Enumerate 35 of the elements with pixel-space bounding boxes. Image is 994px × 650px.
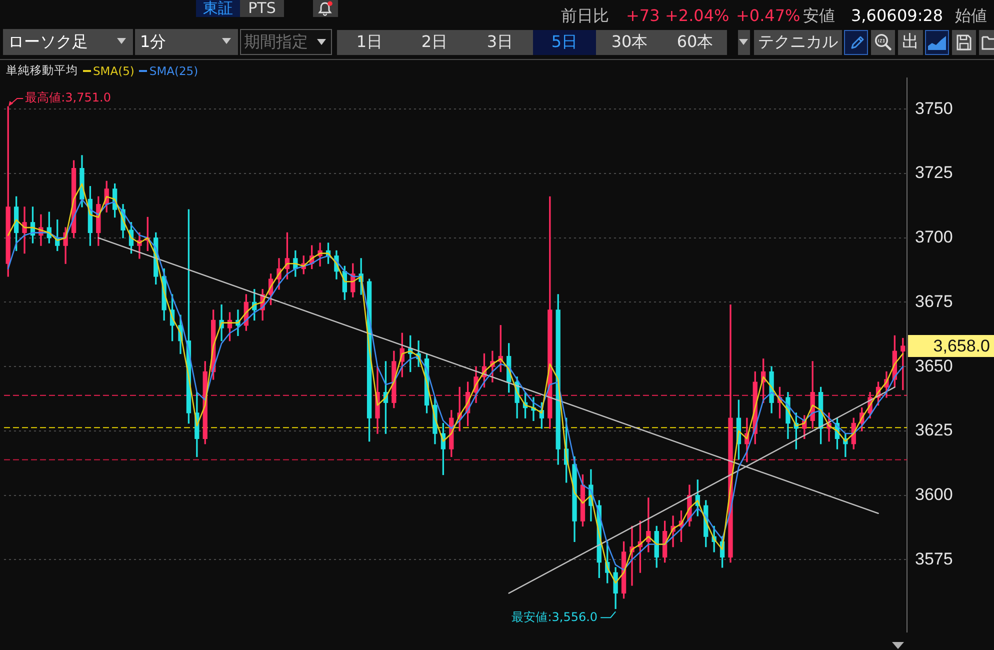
text: 3,606 [851,6,897,26]
text: 3,658.0 [933,336,990,356]
annotation: 最高値:3,751.0 [25,90,111,105]
text: 安値 [803,6,835,26]
button: PTS [240,0,284,17]
button: 60本 [663,30,727,55]
text: +0.47% [736,6,800,26]
y-tick-label: 3625 [915,420,953,440]
legend-title: 単純移動平均 [6,63,78,78]
dropdown: 期間指定 [240,29,332,55]
button: 30本 [596,30,663,55]
button: 5日 [533,30,596,55]
button: テクニカル [754,30,842,55]
legend-label: SMA(5) [93,64,134,78]
y-tick-label: 3575 [915,549,953,568]
text: +2.04% [665,6,730,26]
text: 始値 [955,6,987,26]
button: 出 [898,30,923,55]
y-tick-label: 3675 [915,292,953,311]
y-tick-label: 3750 [915,98,953,118]
text: +73 [626,6,660,26]
y-tick-label: 3700 [915,228,953,247]
text: 09:28 [897,6,944,26]
y-tick-label: 3600 [915,485,953,504]
button: 1日 [337,30,402,55]
y-tick-label: 3650 [915,356,953,376]
dropdown: 1分 [135,29,238,55]
button: 2日 [402,30,467,55]
button: 東証 [196,0,240,17]
legend-label: SMA(25) [149,64,198,78]
button: 3日 [467,30,533,55]
dropdown: ローソク足 [3,29,133,55]
y-tick-label: 3725 [915,163,953,182]
annotation: 最安値:3,556.0 [512,610,598,624]
text: 前日比 [561,6,609,26]
